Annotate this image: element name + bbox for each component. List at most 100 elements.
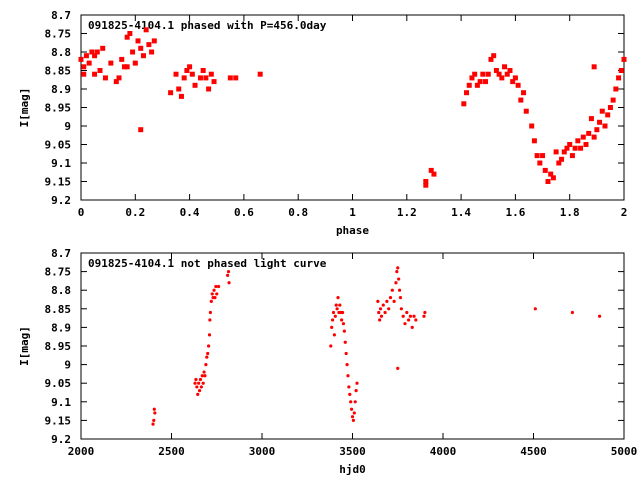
- y-tick-label: 8.7: [51, 9, 71, 22]
- data-point: [195, 385, 199, 389]
- data-point: [89, 49, 95, 55]
- y-tick-label: 8.9: [51, 83, 71, 96]
- data-point: [580, 134, 586, 140]
- data-point: [329, 344, 333, 348]
- plot-frame: [80, 252, 625, 440]
- data-point: [534, 153, 540, 159]
- data-point: [575, 138, 581, 144]
- data-point: [342, 329, 346, 333]
- data-point: [591, 134, 597, 140]
- x-tick-label: 1: [349, 206, 356, 219]
- data-point: [388, 296, 393, 300]
- data-point: [607, 105, 613, 110]
- data-point: [542, 167, 548, 173]
- data-point: [83, 53, 89, 59]
- data-point: [556, 160, 562, 166]
- data-point: [208, 318, 212, 322]
- data-point: [194, 377, 198, 382]
- data-point: [340, 318, 344, 322]
- data-point: [550, 175, 556, 181]
- data-point: [412, 314, 416, 318]
- data-point: [512, 75, 518, 81]
- y-tick-label: 9.2: [51, 194, 71, 207]
- data-point: [330, 325, 334, 329]
- unphased-light-curve-panel: 2000 2500 3000 3500 4000 4500 5000 8.7 8.75 8.8 8.…: [18, 247, 637, 476]
- data-point: [209, 299, 213, 303]
- data-point: [124, 34, 130, 40]
- data-point: [143, 27, 149, 33]
- data-point: [351, 418, 356, 422]
- data-point: [613, 86, 619, 92]
- x-axis-label: phase: [336, 224, 369, 237]
- data-point: [151, 422, 155, 426]
- data-point: [394, 281, 398, 285]
- data-point: [202, 370, 206, 374]
- data-point: [200, 68, 206, 73]
- x-tick-label: 2500: [158, 445, 185, 458]
- data-point: [395, 270, 399, 274]
- y-tick-label: 9.1: [51, 396, 71, 409]
- data-point: [518, 97, 524, 103]
- data-point: [78, 56, 84, 62]
- y-axis-label: I[mag]: [18, 326, 31, 366]
- data-point: [153, 411, 157, 415]
- data-point: [377, 310, 381, 315]
- data-point: [594, 127, 600, 133]
- data-point: [396, 366, 400, 370]
- data-point: [477, 79, 483, 85]
- data-point: [207, 333, 212, 337]
- data-point: [203, 374, 207, 378]
- y-tick-label: 8.75: [45, 28, 72, 41]
- data-point: [197, 381, 201, 385]
- y-tick-label: 8.8: [51, 46, 71, 59]
- data-point: [207, 344, 211, 348]
- data-point: [597, 314, 602, 318]
- data-point: [210, 292, 214, 296]
- data-point: [124, 64, 130, 70]
- data-point: [502, 64, 508, 70]
- data-point: [616, 75, 622, 81]
- data-point: [507, 68, 513, 73]
- data-point: [346, 374, 350, 378]
- data-point: [121, 64, 127, 70]
- data-point: [379, 314, 384, 318]
- data-point: [331, 310, 336, 315]
- data-point: [92, 71, 98, 77]
- plot-title: 091825-4104.1 not phased light curve: [88, 257, 327, 270]
- data-point: [407, 318, 411, 322]
- x-tick-label: 2: [621, 206, 628, 219]
- data-point: [621, 56, 627, 62]
- data-point: [618, 68, 624, 73]
- data-point: [116, 75, 122, 81]
- data-point: [397, 277, 401, 281]
- data-point: [545, 179, 551, 184]
- data-point: [602, 123, 608, 129]
- data-point: [570, 310, 575, 315]
- data-point: [591, 64, 597, 70]
- data-point: [132, 60, 138, 66]
- data-point: [176, 86, 182, 92]
- data-point: [572, 145, 578, 151]
- data-point: [216, 284, 221, 289]
- y-tick-label: 8.9: [51, 321, 71, 334]
- data-point: [569, 153, 575, 159]
- data-point: [181, 75, 187, 81]
- data-point: [491, 53, 497, 59]
- data-point: [226, 270, 231, 274]
- data-point: [332, 333, 336, 337]
- data-point: [193, 381, 197, 385]
- plot-frame: [80, 14, 625, 201]
- data-point: [548, 171, 554, 177]
- data-point: [208, 71, 214, 77]
- data-point: [227, 75, 233, 81]
- data-point: [347, 385, 351, 389]
- data-point: [205, 355, 209, 359]
- data-point: [504, 71, 510, 77]
- data-point: [135, 38, 141, 44]
- data-point: [533, 307, 537, 311]
- data-point: [341, 322, 346, 326]
- data-point: [204, 363, 208, 367]
- data-point: [214, 284, 218, 289]
- data-point: [540, 153, 546, 159]
